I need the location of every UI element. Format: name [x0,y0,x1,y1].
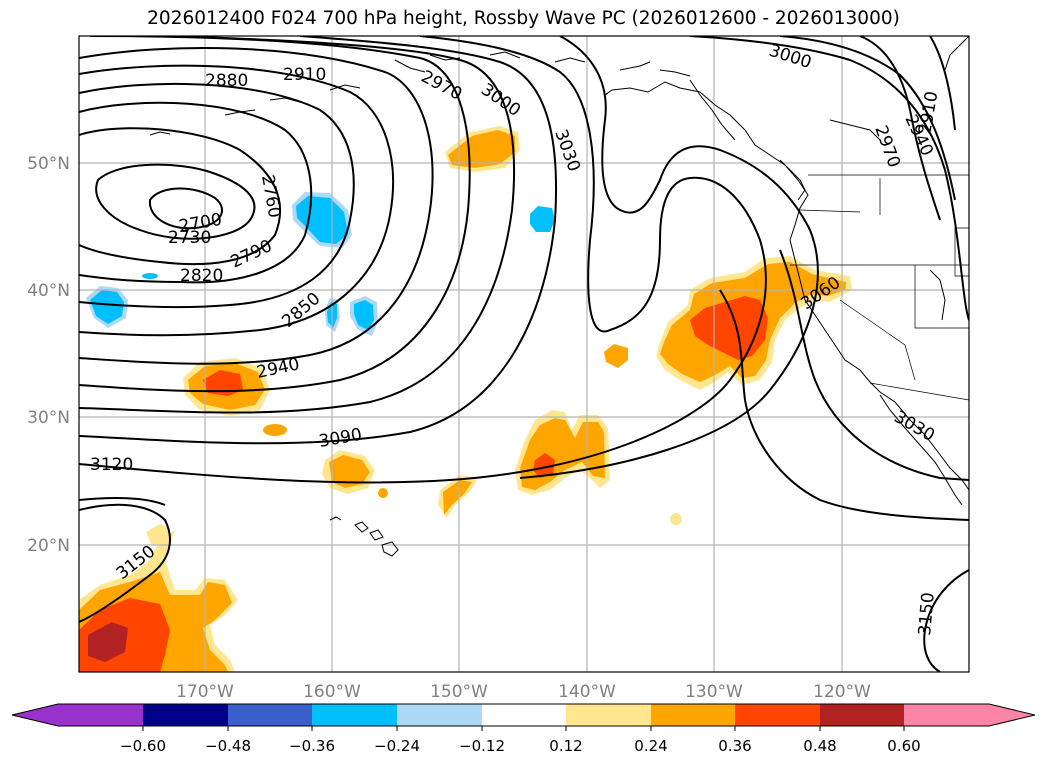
colorbar-extend-right [989,704,1035,726]
contour-label: 2730 [168,228,211,248]
colorbar-segment [58,704,143,726]
contour-label: 2880 [205,71,248,91]
colorbar-tick-label: 0.12 [549,737,582,755]
colorbar-segment [482,704,566,726]
colorbar-segment [312,704,397,726]
anomaly-22n-148w-core [443,480,472,515]
anomaly-33n-168w-strong [203,370,243,396]
colorbar-extend-left [12,704,58,726]
colorbar-tick-label: −0.24 [374,737,420,755]
colorbar-tick-label: 0.48 [803,737,836,755]
anomaly-neg-38n-157w-core [354,300,374,330]
lon-label: 130°W [685,682,743,702]
colorbar-tick-label: −0.12 [459,737,505,755]
lon-label: 150°W [430,682,488,702]
anomaly-neg-tiny-41n [142,273,158,279]
political-borders [790,174,969,401]
lat-label: 20°N [27,536,70,556]
coastlines [149,36,969,506]
colorbar: −0.60 −0.48 −0.36 −0.24 −0.12 0.12 0.24 … [11,703,1036,755]
colorbar-outline [11,703,1036,727]
colorbar-segment [228,704,312,726]
anomaly-35n-139w [604,344,628,368]
anomaly-tiny-22n [378,488,388,498]
colorbar-tick-label: 0.36 [718,737,751,755]
height-contours [79,36,969,672]
longitude-labels: 170°W 160°W 150°W 140°W 130°W 120°W [176,682,871,702]
contour-label: 3120 [90,455,133,475]
colorbar-tick-label: −0.36 [289,737,335,755]
colorbar-tick-label: −0.60 [120,737,166,755]
anomaly-tiny-21n [670,513,682,525]
lon-label: 160°W [303,682,361,702]
colorbar-tick-label: 0.60 [887,737,920,755]
lon-label: 120°W [813,682,871,702]
map-frame [78,35,970,673]
colorbar-segment [735,704,820,726]
lat-label: 40°N [27,281,70,301]
lon-label: 140°W [558,682,616,702]
latitude-labels: 50°N 40°N 30°N 20°N [27,154,70,556]
colorbar-segment [820,704,904,726]
contour-label: 2820 [180,266,223,286]
contour-label: 2910 [283,65,326,85]
anomaly-25n-157w-core [329,455,370,488]
anomaly-ne-pacific-strong [690,296,768,360]
lat-label: 50°N [27,154,70,174]
colorbar-tick-label: −0.48 [205,737,251,755]
graticule [79,36,969,672]
anomaly-small-20n [146,524,170,546]
colorbar-tick-label: 0.24 [634,737,667,755]
map-title: 2026012400 F024 700 hPa height, Rossby W… [147,8,900,29]
contour-label: 3150 [915,592,939,637]
anomaly-neg-48n-143w [530,206,555,232]
anomaly-neg-47n-160w-core [296,196,348,244]
colorbar-segment [566,704,651,726]
colorbar-segment [651,704,735,726]
hawaii-islands [329,516,399,557]
map-area: 2880 2910 2970 3000 3030 3000 2940 2910 … [79,36,969,672]
anomaly-tiny-29n [263,424,287,436]
anomaly-27n-143w-strong [533,453,555,478]
colorbar-segment [904,704,989,726]
lon-label: 170°W [176,682,234,702]
anomaly-southwest-max [88,622,128,662]
anomaly-52n-147w-core [448,130,515,168]
anomaly-neg-39n-178w-core [90,290,124,324]
colorbar-segment [143,704,228,726]
lat-label: 30°N [27,408,70,428]
colorbar-segment [397,704,482,726]
